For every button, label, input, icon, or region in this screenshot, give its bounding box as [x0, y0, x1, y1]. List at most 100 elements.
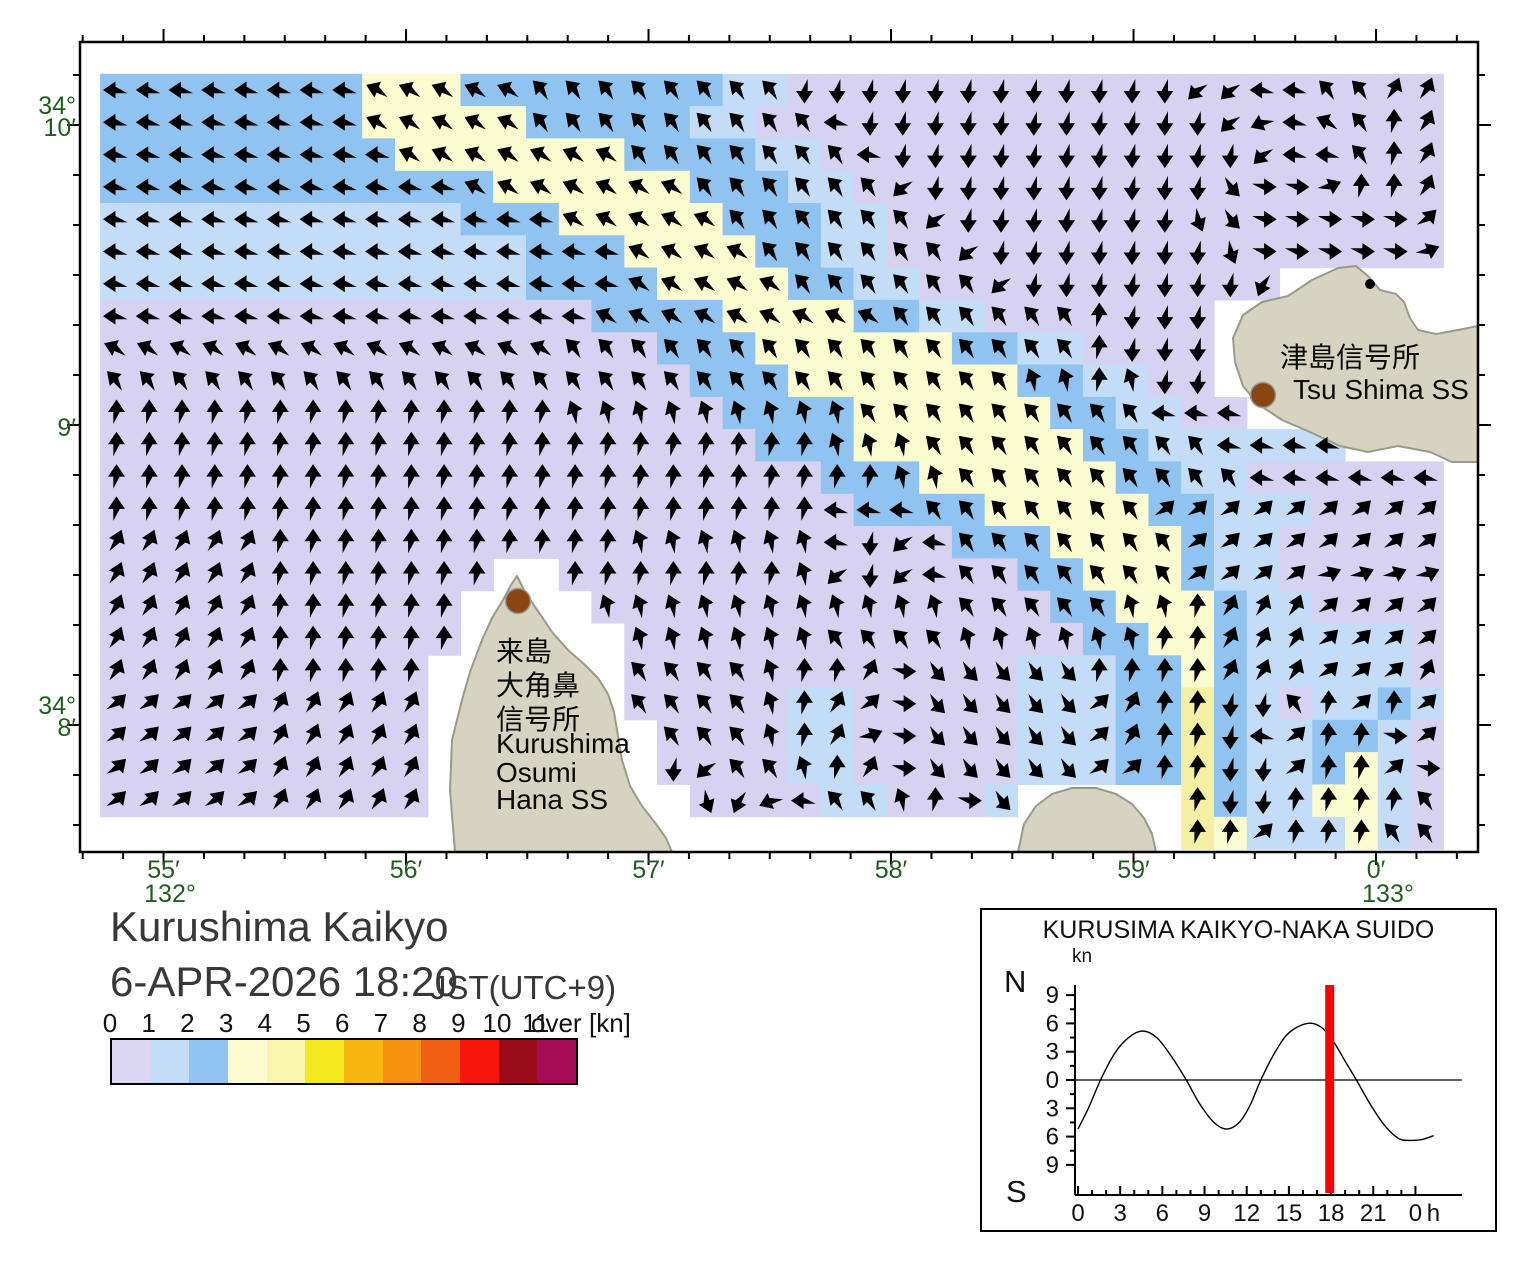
tide-xtick-label: 9: [1198, 1200, 1211, 1227]
current-arrow: [207, 626, 224, 649]
current-arrow: [1156, 657, 1174, 683]
current-arrow: [206, 464, 224, 489]
current-arrow: [529, 340, 552, 356]
x-axis-label: 55′: [147, 856, 180, 884]
current-arrow: [204, 758, 225, 774]
current-arrow: [726, 275, 748, 292]
current-arrow: [599, 431, 617, 457]
current-arrow: [1189, 657, 1207, 683]
current-arrow: [496, 243, 521, 260]
current-arrow: [1318, 661, 1339, 677]
current-arrow: [631, 661, 647, 682]
legend-color-cell: [460, 1040, 499, 1083]
current-arrow: [1224, 176, 1240, 197]
current-arrow: [1123, 208, 1141, 233]
current-arrow: [207, 594, 224, 616]
current-arrow: [168, 210, 193, 228]
current-arrow: [894, 594, 911, 619]
current-arrow: [365, 178, 390, 196]
current-arrow: [893, 403, 909, 424]
legend-number: 5: [296, 1008, 311, 1038]
current-arrow: [235, 340, 257, 356]
land-masses: [449, 265, 1479, 853]
legend-color-cell: [112, 1040, 151, 1083]
current-arrow: [1155, 564, 1171, 585]
current-arrow: [1221, 819, 1239, 844]
current-arrow: [1285, 532, 1306, 548]
current-arrow: [992, 626, 1009, 651]
current-arrow: [957, 792, 982, 810]
map-frame: [67, 29, 1491, 865]
current-arrow: [857, 307, 879, 324]
current-arrow: [103, 307, 128, 325]
current-arrow: [1123, 305, 1141, 330]
kurushima-osumi-hana-ss-label: 来島: [496, 636, 553, 667]
current-arrow: [1122, 758, 1142, 774]
current-arrow: [598, 80, 614, 101]
tide-xaxis-unit: h: [1427, 1200, 1440, 1227]
current-arrow: [338, 788, 355, 810]
current-arrow: [1384, 823, 1400, 843]
current-arrow: [1419, 142, 1436, 164]
current-arrow: [1090, 208, 1108, 233]
current-arrow: [1320, 754, 1338, 780]
current-arrow: [925, 241, 942, 262]
current-arrow: [332, 146, 357, 164]
current-arrow: [468, 561, 486, 586]
legend-number: 10: [482, 1008, 512, 1038]
current-arrow: [927, 111, 944, 136]
current-arrow: [960, 626, 976, 651]
current-arrow: [305, 755, 322, 778]
current-arrow: [562, 146, 585, 163]
current-arrow: [861, 111, 879, 136]
current-arrow: [729, 758, 745, 779]
current-arrow: [861, 464, 879, 489]
current-arrow: [234, 146, 259, 164]
current-arrow: [628, 210, 650, 227]
current-arrow: [397, 178, 423, 196]
current-arrow: [696, 694, 712, 714]
current-arrow: [371, 691, 387, 713]
current-arrow: [528, 210, 554, 228]
current-arrow: [267, 340, 290, 356]
current-arrow: [337, 657, 355, 683]
current-arrow: [991, 500, 1007, 520]
current-arrow: [337, 625, 355, 651]
current-arrow: [463, 243, 488, 260]
y-axis-degree-label: 34°: [38, 92, 76, 120]
current-arrow: [763, 658, 780, 683]
current-arrow: [1221, 789, 1239, 815]
current-arrow: [660, 275, 683, 292]
current-arrow: [431, 146, 454, 163]
current-arrow: [1156, 594, 1173, 619]
current-arrow: [1384, 629, 1404, 645]
current-arrow: [1024, 403, 1040, 424]
current-arrow: [862, 658, 879, 681]
legend-color-cell: [344, 1040, 383, 1083]
current-arrow: [693, 275, 716, 292]
current-arrow: [109, 529, 125, 552]
current-arrow: [174, 594, 191, 616]
current-arrow: [299, 275, 325, 293]
current-arrow: [959, 79, 977, 104]
current-arrow: [1122, 468, 1138, 488]
tide-xtick-label: 18: [1318, 1200, 1345, 1227]
current-arrow: [430, 210, 456, 228]
current-arrow: [665, 626, 681, 651]
current-arrow: [860, 241, 876, 262]
current-arrow: [1317, 178, 1342, 195]
current-arrow: [562, 178, 585, 195]
current-arrow: [529, 146, 552, 163]
current-arrow: [1222, 594, 1239, 616]
current-arrow: [1090, 111, 1108, 136]
current-arrow: [823, 533, 849, 551]
legend-color-cell: [382, 1040, 422, 1083]
current-arrow: [533, 496, 551, 521]
current-arrow: [796, 657, 813, 683]
current-arrow: [1350, 243, 1375, 260]
current-arrow: [497, 340, 519, 356]
current-arrow: [631, 694, 647, 714]
current-arrow: [632, 594, 649, 619]
current-arrow: [1024, 597, 1040, 617]
current-arrow: [1189, 240, 1207, 265]
